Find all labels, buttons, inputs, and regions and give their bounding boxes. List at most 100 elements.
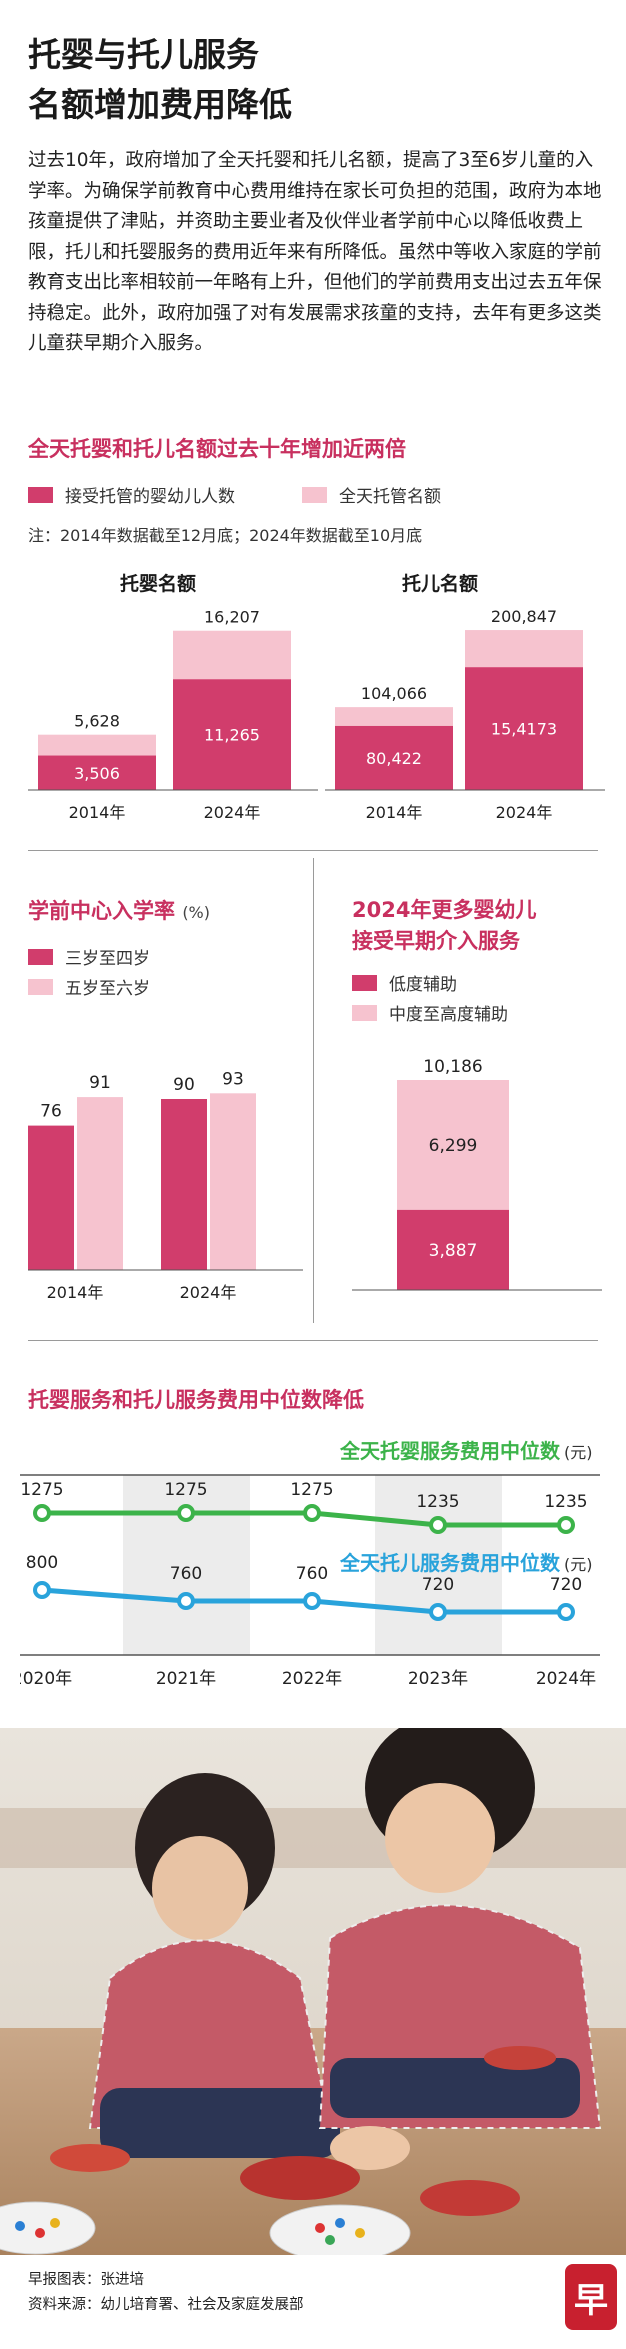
year-tick-label: 2024年 — [496, 803, 553, 822]
fee-point — [557, 1603, 575, 1621]
photo-child-right — [318, 1728, 602, 2170]
fee-point — [33, 1504, 51, 1522]
year-tick-label: 2014年 — [47, 1283, 104, 1302]
section4-title: 托婴服务和托儿服务费用中位数降低 — [28, 1388, 364, 1412]
section3-title: 2024年更多婴幼儿 接受早期介入服务 — [352, 895, 536, 957]
capacity-value-label: 200,847 — [491, 607, 557, 626]
intervention-panel: 10,186 6,299 3,887 — [352, 1040, 602, 1334]
total-value-label: 10,186 — [423, 1057, 482, 1077]
infant-slots-chart: 托婴名额 5,628 3,506 2014年 16,207 11,265 2024年 — [28, 572, 318, 822]
enrolment-value-label: 93 — [222, 1069, 244, 1089]
enrolled-value-label: 80,422 — [366, 749, 422, 768]
intro-paragraph: 过去10年，政府增加了全天托婴和托儿名额，提高了3至6岁儿童的入学率。为确保学前… — [28, 150, 602, 354]
fee-infant-unit: (元) — [564, 1443, 593, 1462]
fee-point — [177, 1592, 195, 1610]
legend-enrolled-label: 接受托管的婴幼儿人数 — [65, 487, 235, 507]
legend-capacity: 全天托管名额 — [302, 482, 441, 507]
enrolled-bar — [38, 755, 156, 790]
fee-year-tick-label: 2020年 — [20, 1669, 72, 1689]
year-tick-label: 2014年 — [69, 803, 126, 822]
legend-swatch-dark — [28, 486, 53, 503]
enrolment-value-label: 90 — [173, 1075, 195, 1095]
section1-title: 全天托婴和托儿名额过去十年增加近两倍 — [28, 437, 406, 461]
fee-value-label: 760 — [296, 1564, 328, 1584]
fee-year-tick-label: 2024年 — [536, 1669, 596, 1689]
fee-infant-series-label: 全天托婴服务费用中位数 — [339, 1439, 561, 1463]
section2-title: 学前中心入学率 (%) — [28, 895, 210, 925]
title-line-2: 名额增加费用降低 — [28, 85, 292, 124]
capacity-value-label: 5,628 — [74, 712, 120, 731]
divider-1 — [28, 850, 598, 851]
legend-swatch-light — [302, 486, 327, 503]
fee-chart: 全天托婴服务费用中位数 (元) 全天托儿服务费用中位数 (元) 1275 1275… — [12, 1439, 600, 1689]
capacity-value-label: 104,066 — [361, 684, 427, 703]
fee-value-label: 1235 — [416, 1492, 459, 1512]
low-support-bar — [397, 1209, 509, 1290]
enrolled-value-label: 11,265 — [204, 726, 260, 745]
fee-value-label: 720 — [422, 1575, 454, 1595]
enrolled-value-label: 3,506 — [74, 764, 120, 783]
fee-value-label: 1275 — [164, 1480, 207, 1500]
legend-age-3-4: 三岁至四岁 — [28, 944, 150, 969]
legend-age-5-6: 五岁至六岁 — [28, 974, 150, 999]
title-line-1: 托婴与托儿服务 — [28, 35, 259, 74]
credits-graphic: 早报图表：张进培 — [28, 2272, 144, 2288]
section1-note: 注：2014年数据截至12月底；2024年数据截至10月底 — [28, 526, 423, 545]
enrolment-value-label: 91 — [89, 1073, 111, 1093]
fee-point — [429, 1516, 447, 1534]
year-tick-label: 2024年 — [180, 1283, 237, 1302]
legend-swatch-dark — [28, 948, 53, 965]
section3-title-line1: 2024年更多婴幼儿 — [352, 898, 537, 922]
fee-value-label: 1235 — [544, 1492, 587, 1512]
section2-unit: (%) — [182, 903, 210, 922]
legend-swatch-dark — [352, 974, 377, 991]
enrolment-bar — [210, 1093, 256, 1270]
zaobao-logo: 早 — [565, 2264, 617, 2330]
fee-panel: 全天托婴服务费用中位数 (元) 全天托儿服务费用中位数 (元) 1275 1275… — [12, 1420, 606, 1714]
divider-vertical — [313, 858, 314, 1323]
legend-low-support: 低度辅助 — [352, 970, 457, 995]
fee-point — [33, 1581, 51, 1599]
fee-child-series-label: 全天托儿服务费用中位数 — [339, 1551, 561, 1575]
fee-value-label: 720 — [550, 1575, 582, 1595]
capacity-value-label: 16,207 — [204, 608, 260, 627]
legend-mid-high-support-label: 中度至高度辅助 — [389, 1005, 508, 1025]
enrolled-bar — [465, 667, 583, 790]
legend-swatch-light — [28, 978, 53, 995]
fee-point — [177, 1504, 195, 1522]
fee-point — [429, 1603, 447, 1621]
section3-title-line2: 接受早期介入服务 — [352, 929, 520, 953]
child-slots-chart: 托儿名额 104,066 80,422 2014年 200,847 15,4173 202… — [325, 572, 605, 822]
fee-value-label: 800 — [26, 1553, 58, 1573]
enrolled-bar — [335, 725, 453, 790]
credits: 早报图表：张进培 资料来源：幼儿培育署、社会及家庭发展部 — [28, 2268, 304, 2318]
enrolled-value-label: 15,4173 — [491, 720, 557, 739]
legend-enrolled: 接受托管的婴幼儿人数 — [28, 482, 235, 507]
divider-2 — [28, 1340, 598, 1341]
photo-clay-pieces — [50, 2046, 556, 2216]
mid-high-support-bar — [397, 1080, 509, 1210]
photo-illustration — [0, 1728, 626, 2255]
fee-year-tick-label: 2023年 — [408, 1669, 468, 1689]
enrolment-bar — [161, 1099, 207, 1270]
fee-point — [303, 1592, 321, 1610]
enrolment-value-label: 76 — [40, 1102, 62, 1122]
fee-point — [557, 1516, 575, 1534]
legend-age-3-4-label: 三岁至四岁 — [65, 949, 150, 969]
child-slots-panel: 托儿名额 104,066 80,422 2014年 200,847 15,4173 202… — [325, 565, 605, 834]
page-title: 托婴与托儿服务 名额增加费用降低 — [28, 30, 588, 130]
year-tick-label: 2014年 — [366, 803, 423, 822]
legend-swatch-light — [352, 1004, 377, 1021]
infant-chart-title: 托婴名额 — [120, 572, 196, 595]
credits-source: 资料来源：幼儿培育署、社会及家庭发展部 — [28, 2297, 304, 2313]
enrolled-bar — [173, 679, 291, 790]
fee-value-label: 760 — [170, 1564, 202, 1584]
intervention-chart: 10,186 6,299 3,887 — [352, 1057, 602, 1291]
mid-high-value-label: 6,299 — [429, 1136, 478, 1156]
photo-floor-shelf — [0, 1808, 626, 1868]
fee-point — [303, 1504, 321, 1522]
band-2023 — [375, 1475, 502, 1655]
fee-child-unit: (元) — [564, 1555, 593, 1574]
fee-value-label: 1275 — [290, 1480, 333, 1500]
enrolment-bar — [77, 1097, 123, 1270]
